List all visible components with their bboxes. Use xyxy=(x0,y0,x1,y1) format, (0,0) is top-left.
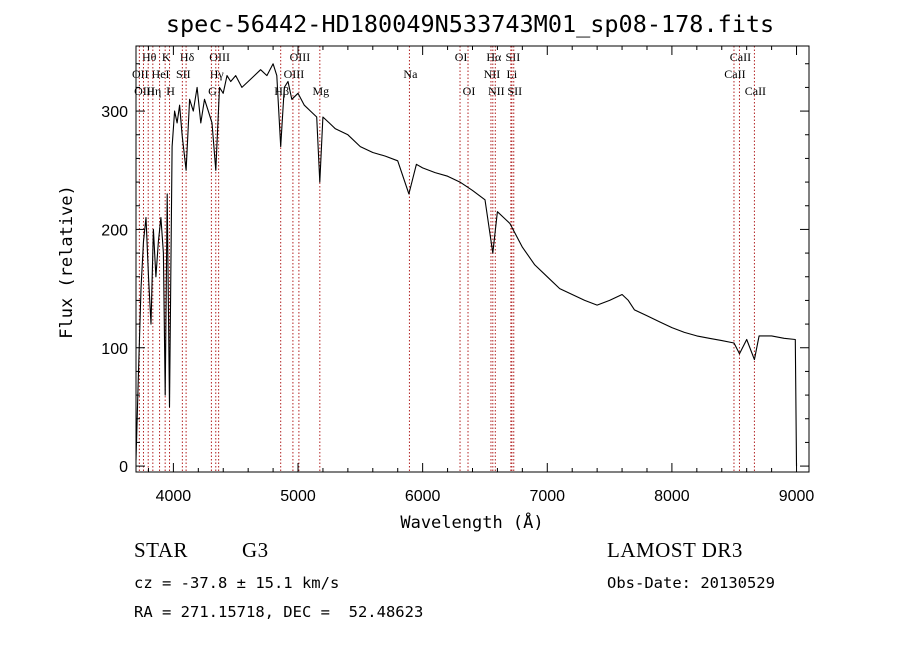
x-tick-label: 7000 xyxy=(529,488,565,505)
object-subclass: G3 xyxy=(242,538,269,562)
line-label-CaII: CaII xyxy=(724,67,745,81)
line-label-SII: SII xyxy=(506,50,521,64)
line-label-H: H xyxy=(166,84,175,98)
x-tick-label: 9000 xyxy=(779,488,815,505)
y-tick-label: 100 xyxy=(101,341,128,358)
line-label-NII: NII xyxy=(484,67,501,81)
object-class: STAR xyxy=(134,538,188,562)
x-tick-label: 6000 xyxy=(405,488,441,505)
line-label-OI: OI xyxy=(455,50,468,64)
survey-name: LAMOST DR3 xyxy=(607,538,743,562)
line-label-OIII: OIII xyxy=(290,50,311,64)
line-label-G: G xyxy=(208,84,217,98)
line-label-Li: Li xyxy=(507,67,518,81)
line-label-OII: OII xyxy=(132,67,149,81)
line-label-NII: NII xyxy=(488,84,505,98)
y-tick-label: 300 xyxy=(101,104,128,121)
plot-frame xyxy=(135,45,810,473)
line-label-CaII: CaII xyxy=(745,84,766,98)
line-label-Hα: Hα xyxy=(486,50,502,64)
spectrum-line xyxy=(135,63,798,467)
x-tick-label: 4000 xyxy=(156,488,192,505)
line-label-CaII: CaII xyxy=(730,50,751,64)
line-label-HeI: HeI xyxy=(152,67,170,81)
line-label-OIII: OIII xyxy=(284,67,305,81)
observation-date: Obs-Date: 20130529 xyxy=(607,574,775,592)
y-tick-label: 200 xyxy=(101,222,128,239)
y-tick-label: 0 xyxy=(119,459,128,476)
line-label-SII: SII xyxy=(507,84,522,98)
axis-ticks: 4000 5000 6000 7000 8000 9000 0 100 200 300 xyxy=(101,46,814,505)
chart-title: spec-56442-HD180049N533743M01_sp08-178.f… xyxy=(166,10,774,38)
spectrum-chart: spec-56442-HD180049N533743M01_sp08-178.f… xyxy=(57,10,814,533)
line-label-SII: SII xyxy=(176,67,191,81)
line-label-Hη: Hη xyxy=(146,84,161,98)
x-tick-label: 8000 xyxy=(654,488,690,505)
line-label-Hβ: Hβ xyxy=(274,84,289,98)
x-tick-label: 5000 xyxy=(280,488,316,505)
line-label-Mg: Mg xyxy=(312,84,329,98)
redshift-velocity: cz = -37.8 ± 15.1 km/s xyxy=(134,574,340,592)
line-label-Hδ: Hδ xyxy=(180,50,195,64)
line-label-Na: Na xyxy=(403,67,418,81)
line-label-K: K xyxy=(162,50,171,64)
x-axis-label: Wavelength (Å) xyxy=(400,511,543,533)
line-label-Hγ: Hγ xyxy=(210,67,225,81)
coordinates: RA = 271.15718, DEC = 52.48623 xyxy=(134,603,424,621)
y-axis-label: Flux (relative) xyxy=(57,185,77,339)
line-label-OIII: OIII xyxy=(209,50,230,64)
line-label-Hθ: Hθ xyxy=(142,50,157,64)
line-label-OI: OI xyxy=(463,84,476,98)
